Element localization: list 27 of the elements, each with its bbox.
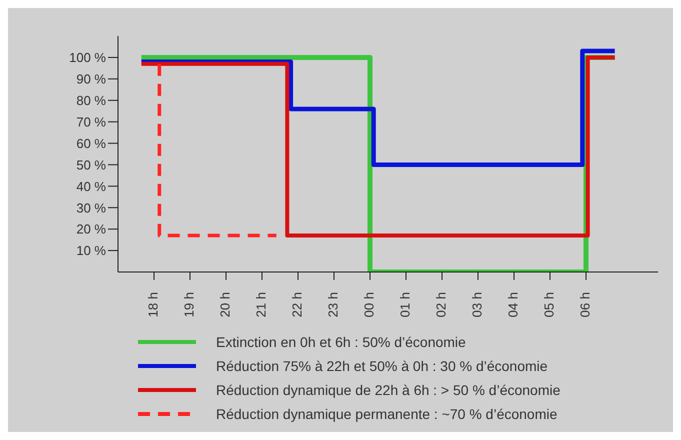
x-tick-label: 01 h: [397, 292, 412, 318]
legend-label: Réduction dynamique permanente : ~70 % d’économie: [216, 406, 558, 422]
legend-label: Extinction en 0h et 6h : 50% d’économie: [216, 334, 466, 350]
x-tick-label: 03 h: [469, 292, 484, 318]
x-tick-label: 22 h: [289, 292, 304, 318]
y-tick-label: 50 %: [76, 157, 106, 172]
y-tick-label: 10 %: [76, 243, 106, 258]
x-tick-label: 00 h: [361, 292, 376, 318]
x-tick-label: 05 h: [541, 292, 556, 318]
y-tick-label: 90 %: [76, 72, 106, 87]
x-tick-label: 06 h: [577, 292, 592, 318]
x-tick-label: 20 h: [217, 292, 232, 318]
legend-label: Réduction dynamique de 22h à 6h : > 50 % d’économie: [216, 382, 560, 398]
x-tick-label: 04 h: [505, 292, 520, 318]
x-tick-label: 21 h: [253, 292, 268, 318]
y-tick-label: 100 %: [69, 50, 106, 66]
y-tick-label: 80 %: [76, 92, 106, 108]
x-tick-label: 19 h: [181, 292, 196, 318]
x-tick-label: 02 h: [433, 292, 448, 318]
x-tick-label: 18 h: [145, 292, 160, 318]
y-tick-label: 40 %: [76, 178, 106, 194]
y-tick-label: 70 %: [76, 114, 106, 130]
x-tick-label: 23 h: [325, 292, 340, 318]
y-tick-label: 60 %: [76, 136, 106, 151]
y-tick-label: 20 %: [76, 222, 106, 237]
legend-label: Réduction 75% à 22h et 50% à 0h : 30 % d’économie: [216, 358, 548, 374]
y-tick-label: 30 %: [76, 200, 106, 216]
